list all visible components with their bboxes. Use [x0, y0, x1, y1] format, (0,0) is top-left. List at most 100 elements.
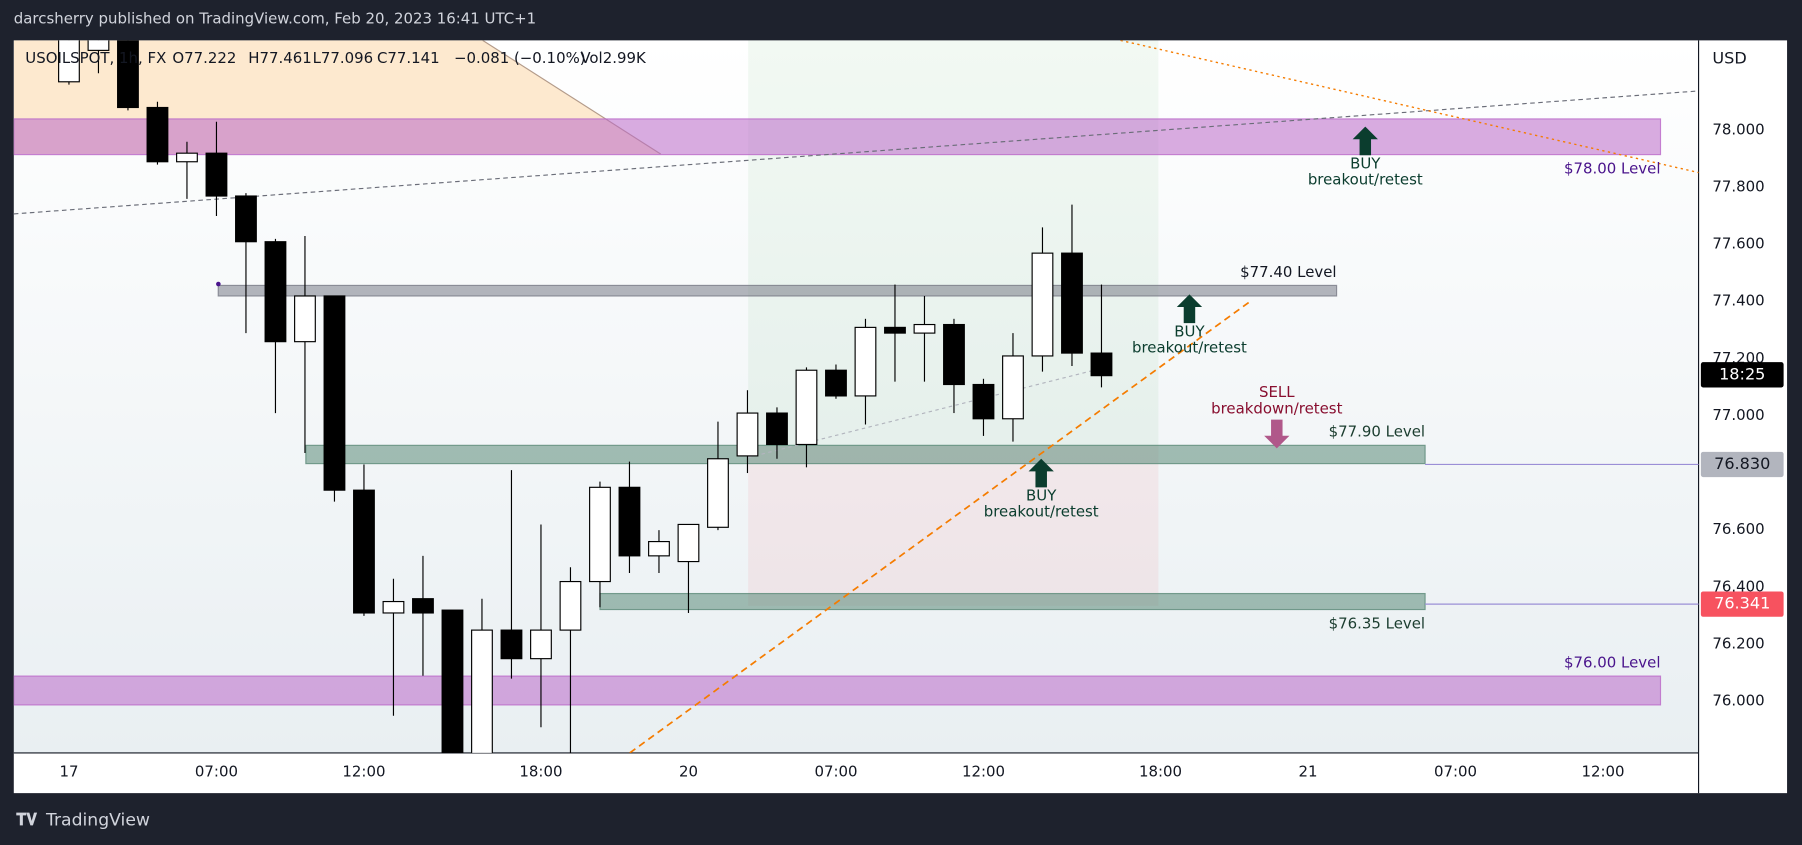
y-tick-label: 77.400: [1712, 292, 1764, 310]
labels: $78.00 Level $77.40 Level $77.90 Level $76.…: [1240, 160, 1660, 672]
countdown-box: [1700, 362, 1784, 388]
candle-body: [1031, 252, 1054, 357]
candle-body: [471, 629, 493, 753]
candle-body: [766, 412, 788, 446]
candle-body: [294, 295, 316, 343]
y-tick-label: 76.600: [1712, 520, 1764, 538]
candle-body: [530, 629, 552, 660]
legend-high: H77.461: [248, 49, 311, 67]
candle-body: [205, 152, 228, 197]
zones: [13, 118, 1662, 706]
chart-legend: USOILSPOT, 1h, FX O77.222 H77.461 L77.09…: [25, 49, 647, 67]
zone-label: $76.35 Level: [1329, 614, 1425, 632]
candle-body: [618, 486, 641, 557]
candle-body: [58, 40, 80, 83]
candle-body: [589, 486, 611, 583]
candle-body: [176, 152, 198, 163]
buy-arrow: [1028, 458, 1054, 488]
annotation: breakout/retest: [1132, 338, 1247, 356]
candle-body: [412, 598, 434, 614]
legend-low: L77.096: [313, 49, 374, 67]
currency: USD: [1712, 48, 1746, 67]
candle-body: [441, 609, 464, 753]
candle-body: [943, 323, 965, 386]
sell-arrow: [1264, 419, 1290, 449]
candle-body: [1090, 352, 1113, 377]
candle-body: [264, 241, 287, 343]
buy-arrow: [1352, 126, 1378, 156]
x-tick-label: 12:00: [342, 762, 385, 780]
brand-logo: 𝐓𝐕: [16, 810, 37, 829]
x-tick-label: 12:00: [962, 762, 1005, 780]
price-label: 76.830: [1714, 454, 1770, 473]
trend-line: [1120, 40, 1699, 174]
level-zone: [13, 675, 1662, 706]
annotation: SELL: [1259, 383, 1295, 401]
legend-volume: Vol2.99K: [580, 49, 647, 67]
candle-body: [707, 458, 729, 528]
x-tick-label: 20: [679, 762, 698, 780]
annotation: BUY: [1350, 154, 1381, 172]
price-label-box: [1700, 591, 1784, 617]
x-tick-label: 12:00: [1581, 762, 1624, 780]
price-label: 76.341: [1714, 594, 1770, 613]
y-tick-label: 76.000: [1712, 692, 1764, 710]
level-zone: [599, 592, 1426, 611]
candle-body: [795, 369, 818, 446]
candle-body: [87, 40, 110, 51]
annotations: BUY breakout/retest BUY breakout/retest …: [984, 126, 1423, 521]
candle-body: [382, 600, 405, 614]
trend-lines: [13, 40, 1699, 753]
time-axis: [13, 752, 1699, 794]
plot-area: [13, 40, 1699, 753]
x-tick-label: 18:00: [1139, 762, 1182, 780]
annotation: breakout/retest: [984, 503, 1099, 521]
x-tick-label: 17: [59, 762, 78, 780]
candle-body: [117, 40, 139, 109]
legend-open: O77.222: [172, 49, 236, 67]
zone-label: $77.90 Level: [1329, 423, 1425, 441]
candle-body: [972, 383, 995, 420]
candle-body: [736, 412, 759, 457]
annotation: BUY: [1174, 322, 1205, 340]
candle-body: [677, 523, 700, 563]
zone-label: $76.00 Level: [1564, 653, 1660, 671]
position-loss: [748, 446, 1159, 606]
candle-body: [854, 326, 877, 397]
zone-label: $78.00 Level: [1564, 160, 1660, 178]
y-tick-label: 77.000: [1712, 406, 1764, 424]
publisher-line: darcsherry published on TradingView.com,…: [14, 10, 536, 28]
y-tick-label: 78.000: [1712, 120, 1764, 138]
price-label-box: [1700, 451, 1784, 478]
x-tick-label: 07:00: [1434, 762, 1477, 780]
brand: TradingView: [45, 811, 150, 831]
x-tick-label: 18:00: [519, 762, 562, 780]
buy-arrow: [1176, 294, 1203, 324]
level-zone: [217, 284, 1338, 297]
candles: [58, 40, 1113, 753]
price-axis: [1698, 40, 1788, 794]
candle-body: [825, 369, 847, 397]
candle-body: [1002, 355, 1024, 420]
legend-symbol: USOILSPOT, 1h, FX: [25, 49, 166, 67]
candle-body: [235, 195, 257, 243]
y-tick-label: 77.800: [1712, 177, 1764, 195]
y-tick-label: 76.200: [1712, 634, 1764, 652]
candle-body: [353, 489, 375, 614]
zone-label: $77.40 Level: [1240, 263, 1336, 281]
x-tick-label: 07:00: [814, 762, 857, 780]
candle-body: [884, 326, 906, 334]
candle-body: [323, 295, 346, 491]
trend-line: [748, 367, 1104, 459]
y-tick-label: 77.600: [1712, 235, 1764, 253]
annotation: BUY: [1026, 487, 1057, 505]
level-zone: [13, 118, 1662, 156]
annotation: breakout/retest: [1308, 171, 1423, 189]
axis-labels: 76.00076.20076.40076.60077.00077.20077.4…: [59, 120, 1784, 780]
annotation: breakdown/retest: [1211, 399, 1342, 417]
trend-line: [629, 300, 1251, 753]
x-tick-label: 07:00: [195, 762, 238, 780]
y-tick-label: 76.400: [1712, 577, 1764, 595]
candle-body: [1061, 252, 1083, 354]
